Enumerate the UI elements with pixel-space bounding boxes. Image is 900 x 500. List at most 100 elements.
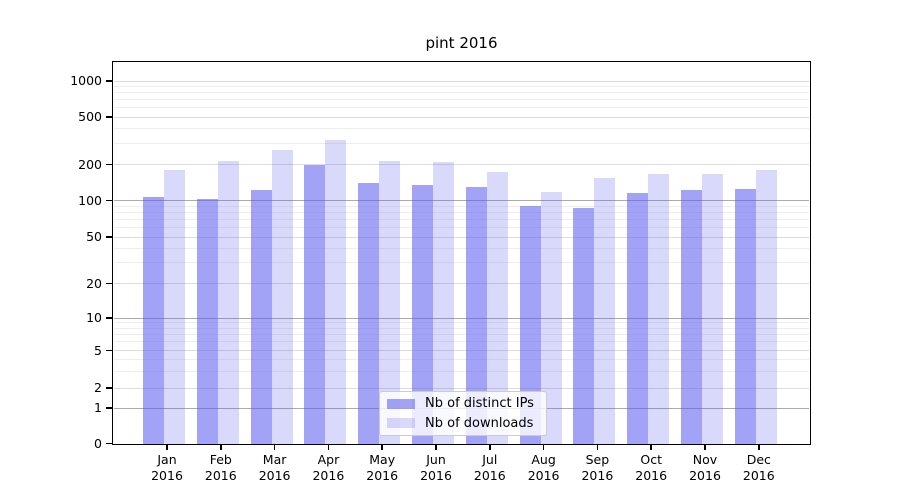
minor-gridline-80 [114, 211, 809, 213]
y-tick-label-20: 20 [86, 275, 102, 291]
y-tick-2 [106, 387, 112, 389]
x-tick-label-may: May 2016 [354, 452, 410, 484]
y-tick-label-50: 50 [86, 229, 102, 244]
x-tick-label-sep: Sep 2016 [569, 452, 625, 484]
x-tick-label-line: 2016 [635, 468, 668, 483]
gridline-100 [114, 200, 809, 201]
bar-distinct-ips-apr [304, 165, 326, 444]
x-tick-label-line: 2016 [420, 468, 452, 483]
bar-downloads-feb [217, 161, 239, 444]
legend-swatch-downloads [387, 418, 415, 429]
x-tick-label-jan: Jan 2016 [139, 452, 195, 484]
x-tick-label-nov: Nov 2016 [677, 452, 733, 484]
chart-title: pint 2016 [425, 34, 498, 52]
minor-gridline-8 [114, 327, 809, 329]
minor-gridline-60 [114, 226, 809, 228]
y-tick-50 [106, 236, 112, 238]
minor-gridline-900 [114, 85, 809, 87]
x-tick-label-feb: Feb 2016 [193, 452, 249, 484]
x-tick-label-line: Jun [426, 452, 446, 467]
y-tick-5 [106, 349, 112, 352]
x-tick-nov [704, 444, 706, 450]
x-tick-label-line: 2016 [581, 468, 614, 483]
x-tick-label-line: 2016 [742, 468, 775, 483]
x-tick-label-line: Oct [640, 452, 662, 467]
minor-gridline-4 [114, 359, 809, 361]
x-tick-label-mar: Mar 2016 [247, 452, 303, 484]
bar-distinct-ips-mar [250, 189, 272, 444]
minor-gridline-9 [114, 322, 809, 324]
x-tick-mar [273, 444, 276, 450]
x-tick-label-line: May [369, 452, 396, 467]
gridline-2 [114, 387, 809, 389]
bar-distinct-ips-sep [573, 207, 595, 444]
x-tick-label-apr: Apr 2016 [300, 452, 356, 484]
bar-distinct-ips-dec [734, 189, 756, 444]
legend-item-downloads: Nb of downloads [380, 414, 546, 434]
gridline-200 [114, 164, 809, 165]
x-tick-label-line: 2016 [689, 468, 721, 483]
y-tick-1000 [106, 80, 112, 82]
gridline-10 [114, 317, 809, 319]
y-tick-label-5: 5 [94, 342, 102, 358]
bar-downloads-aug [540, 192, 562, 444]
x-tick-label-jun: Jun 2016 [408, 452, 464, 484]
y-tick-20 [106, 282, 112, 285]
y-tick-label-100: 100 [78, 192, 102, 208]
bar-downloads-jul [486, 172, 508, 444]
gridline-1000 [114, 80, 809, 82]
x-tick-label-line: 2016 [473, 468, 506, 483]
x-tick-label-line: Dec [746, 452, 771, 467]
x-tick-jul [489, 444, 491, 450]
minor-gridline-700 [114, 99, 809, 101]
gridline-50 [114, 236, 809, 238]
legend-swatch-distinct-ips [387, 398, 415, 409]
minor-gridline-800 [114, 92, 809, 94]
y-tick-label-2: 2 [94, 380, 102, 395]
minor-gridline-90 [114, 205, 809, 207]
x-tick-oct [650, 444, 652, 450]
x-tick-label-aug: Aug 2016 [516, 452, 572, 484]
x-tick-label-line: 2016 [204, 468, 237, 483]
y-tick-label-500: 500 [78, 109, 102, 124]
x-tick-label-line: Sep [585, 452, 610, 467]
x-tick-label-line: 2016 [366, 468, 399, 483]
minor-gridline-400 [114, 128, 809, 130]
bar-downloads-dec [755, 169, 777, 444]
x-tick-label-line: 2016 [151, 468, 183, 483]
x-tick-label-oct: Oct 2016 [623, 452, 679, 484]
bar-downloads-jun [433, 161, 454, 444]
y-tick-1 [106, 407, 112, 409]
y-tick-label-10: 10 [86, 310, 102, 325]
bar-downloads-jan [164, 169, 185, 444]
bar-downloads-mar [271, 150, 293, 444]
y-tick-100 [106, 199, 112, 202]
bar-downloads-nov [702, 174, 723, 444]
x-tick-jan [166, 444, 168, 450]
bar-distinct-ips-jun [412, 184, 433, 444]
legend-label-distinct-ips: Nb of distinct IPs [425, 396, 534, 412]
bar-distinct-ips-oct [627, 192, 649, 444]
gridline-20 [114, 283, 809, 284]
x-tick-label-line: Nov [692, 452, 718, 467]
gridline-5 [114, 350, 809, 351]
y-tick-200 [106, 163, 112, 166]
bar-distinct-ips-aug [519, 206, 541, 444]
bar-distinct-ips-feb [196, 199, 218, 444]
x-tick-label-jul: Jul 2016 [462, 452, 518, 484]
minor-gridline-7 [114, 334, 809, 336]
x-tick-apr [327, 444, 330, 450]
x-tick-label-line: Aug [531, 452, 556, 467]
minor-gridline-70 [114, 218, 809, 220]
x-tick-label-line: Apr [317, 452, 340, 467]
bar-downloads-apr [325, 139, 347, 444]
x-tick-dec [758, 444, 760, 450]
minor-gridline-300 [114, 142, 809, 144]
y-tick-0 [106, 442, 112, 445]
bar-distinct-ips-may [358, 182, 380, 444]
y-tick-500 [106, 116, 112, 118]
x-tick-label-dec: Dec 2016 [731, 452, 787, 484]
minor-gridline-40 [114, 247, 809, 249]
x-tick-label-line: Feb [209, 452, 232, 467]
y-tick-label-200: 200 [78, 156, 102, 172]
